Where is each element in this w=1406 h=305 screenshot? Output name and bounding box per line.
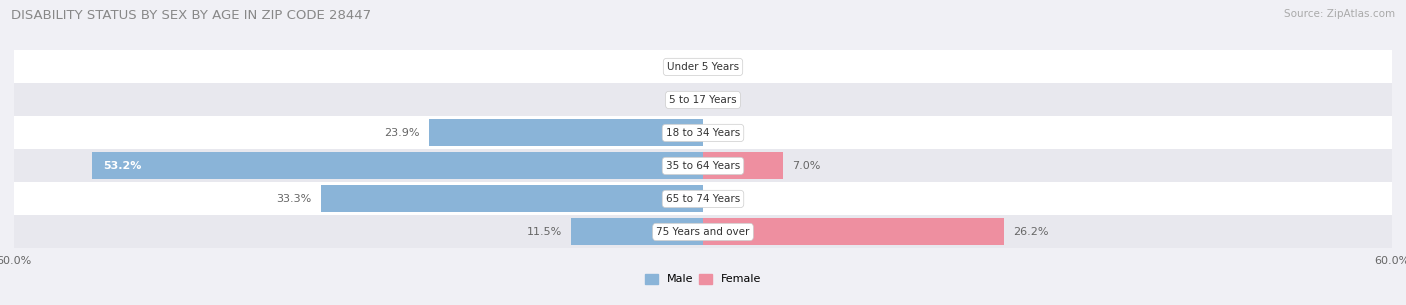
Text: 23.9%: 23.9% bbox=[384, 128, 419, 138]
Bar bbox=[14, 50, 1392, 84]
Text: 0.0%: 0.0% bbox=[665, 95, 693, 105]
Text: 0.0%: 0.0% bbox=[713, 95, 741, 105]
Text: 11.5%: 11.5% bbox=[526, 227, 562, 237]
Bar bbox=[14, 84, 1392, 117]
Bar bbox=[703, 152, 783, 179]
Bar bbox=[93, 152, 703, 179]
Bar bbox=[703, 218, 1004, 246]
Text: 33.3%: 33.3% bbox=[276, 194, 312, 204]
Bar bbox=[14, 117, 1392, 149]
Text: 0.0%: 0.0% bbox=[713, 128, 741, 138]
Bar bbox=[429, 120, 703, 146]
Legend: Male, Female: Male, Female bbox=[640, 269, 766, 289]
Bar bbox=[14, 215, 1392, 249]
Text: 5 to 17 Years: 5 to 17 Years bbox=[669, 95, 737, 105]
Text: 65 to 74 Years: 65 to 74 Years bbox=[666, 194, 740, 204]
Text: 18 to 34 Years: 18 to 34 Years bbox=[666, 128, 740, 138]
Text: Source: ZipAtlas.com: Source: ZipAtlas.com bbox=[1284, 9, 1395, 19]
Text: 26.2%: 26.2% bbox=[1012, 227, 1049, 237]
Bar bbox=[14, 182, 1392, 215]
Text: 35 to 64 Years: 35 to 64 Years bbox=[666, 161, 740, 171]
Text: 0.0%: 0.0% bbox=[665, 62, 693, 72]
Bar bbox=[571, 218, 703, 246]
Text: 75 Years and over: 75 Years and over bbox=[657, 227, 749, 237]
Text: 0.0%: 0.0% bbox=[713, 194, 741, 204]
Text: 7.0%: 7.0% bbox=[793, 161, 821, 171]
Bar bbox=[321, 185, 703, 213]
Text: 0.0%: 0.0% bbox=[713, 62, 741, 72]
Text: DISABILITY STATUS BY SEX BY AGE IN ZIP CODE 28447: DISABILITY STATUS BY SEX BY AGE IN ZIP C… bbox=[11, 9, 371, 22]
Text: 53.2%: 53.2% bbox=[104, 161, 142, 171]
Text: Under 5 Years: Under 5 Years bbox=[666, 62, 740, 72]
Bar bbox=[14, 149, 1392, 182]
